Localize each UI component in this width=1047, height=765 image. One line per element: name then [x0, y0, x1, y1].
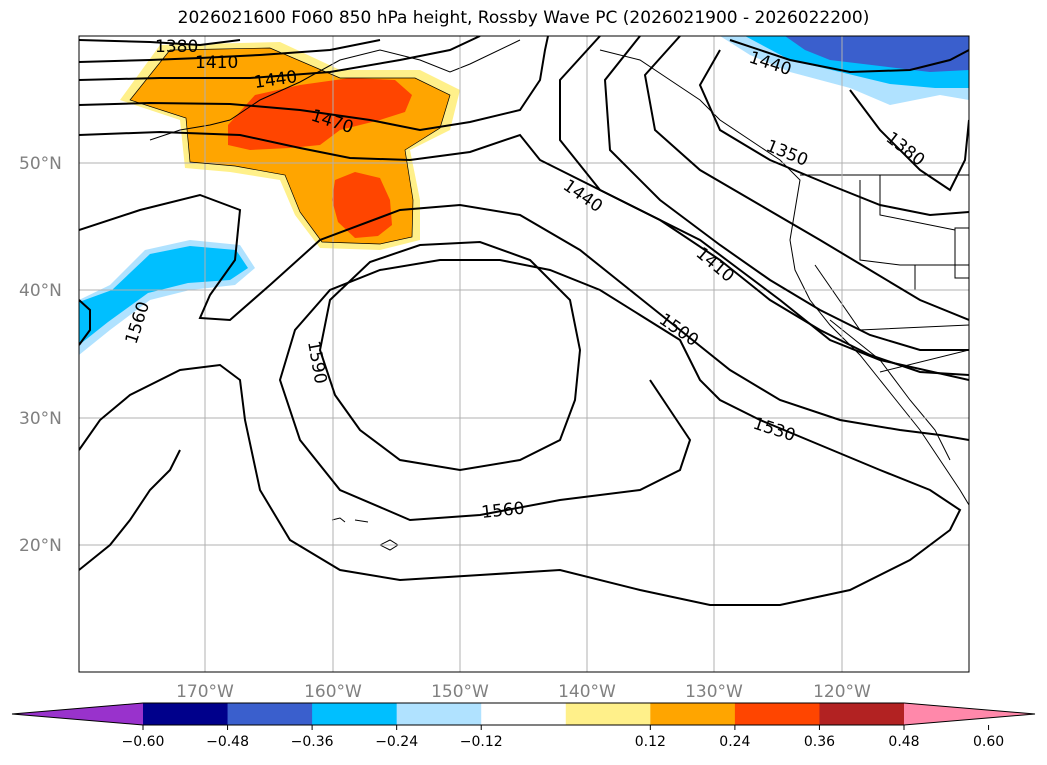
- contour-1500-nw: [79, 130, 969, 381]
- anomaly-fill-ne-dark: [785, 36, 969, 72]
- lat-label: 20°N: [19, 536, 62, 556]
- longitude-labels: 170°W 160°W 150°W 140°W 130°W 120°W: [176, 682, 871, 702]
- colorbar-segment: [312, 703, 398, 725]
- contour-1410-east: [603, 36, 969, 351]
- map-content: 1380 1410 1440 1470 1440 1350 1380 1440 …: [79, 36, 969, 672]
- colorbar-tick-label: 0.60: [973, 734, 1004, 750]
- height-contours: [79, 36, 969, 606]
- colorbar-tick-label: 0.36: [804, 734, 835, 750]
- colorbar-extend-low: [12, 703, 143, 725]
- lon-label: 160°W: [304, 682, 362, 702]
- colorbar-tick-label: −0.48: [206, 734, 249, 750]
- colorbar-tick-label: 0.24: [719, 734, 750, 750]
- lat-label: 30°N: [19, 409, 62, 429]
- lat-label: 50°N: [19, 154, 62, 174]
- anomaly-fill-036-north: [228, 78, 412, 150]
- colorbar-tick-label: −0.60: [122, 734, 165, 750]
- contour-1440-ne: [729, 39, 969, 74]
- contour-1380-nw: [79, 39, 241, 47]
- contour-1410-nw: [79, 39, 381, 63]
- lon-label: 150°W: [431, 682, 489, 702]
- latitude-labels: 50°N 40°N 30°N 20°N: [19, 154, 62, 556]
- colorbar-tick-label: 0.12: [635, 734, 666, 750]
- colorbar-tick-label: −0.24: [375, 734, 418, 750]
- lat-label: 40°N: [19, 281, 62, 301]
- contour-1560-west: [79, 299, 91, 346]
- graticule: [79, 36, 969, 672]
- lon-label: 170°W: [176, 682, 234, 702]
- colorbar-extend-high: [904, 703, 1035, 725]
- colorbar-segment: [734, 703, 820, 725]
- coastlines: [149, 39, 969, 551]
- lon-label: 120°W: [813, 682, 871, 702]
- contour-1350-east: [698, 49, 969, 217]
- contour-label: 1380: [155, 37, 198, 57]
- contour-1380-east: [643, 36, 969, 321]
- anomaly-fill-neg024: [79, 246, 248, 345]
- lon-label: 140°W: [558, 682, 616, 702]
- lon-label: 130°W: [685, 682, 743, 702]
- colorbar: −0.60 −0.48 −0.36 −0.24 −0.12 0.12 0.24 0.36 0.4…: [11, 702, 1036, 750]
- contour-1560: [79, 259, 962, 606]
- colorbar-segment: [396, 703, 482, 725]
- contour-1590: [318, 240, 582, 472]
- contour-1560-west2: [79, 449, 181, 571]
- colorbar-segment: [819, 703, 905, 725]
- colorbar-tick-label: −0.36: [291, 734, 334, 750]
- contour-1380-ne: [849, 89, 969, 192]
- colorbar-segment: [481, 703, 567, 725]
- contour-1470-nw: [79, 36, 549, 132]
- map-frame: [78, 35, 970, 673]
- colorbar-segment: [565, 703, 651, 725]
- contour-label: 1410: [195, 53, 238, 73]
- contour-1530: [79, 193, 969, 441]
- figure-title: 2026021600 F060 850 hPa height, Rossby W…: [177, 8, 870, 28]
- colorbar-segment: [143, 703, 229, 725]
- colorbar-tick-label: −0.12: [460, 734, 503, 750]
- contour-label: 1560: [480, 499, 525, 523]
- anomaly-fill-036-south: [332, 172, 392, 238]
- colorbar-tick-label: 0.48: [888, 734, 919, 750]
- contour-1440-east: [559, 36, 969, 376]
- colorbar-segment: [650, 703, 736, 725]
- colorbar-segment: [227, 703, 313, 725]
- contour-1440-nw: [79, 36, 481, 81]
